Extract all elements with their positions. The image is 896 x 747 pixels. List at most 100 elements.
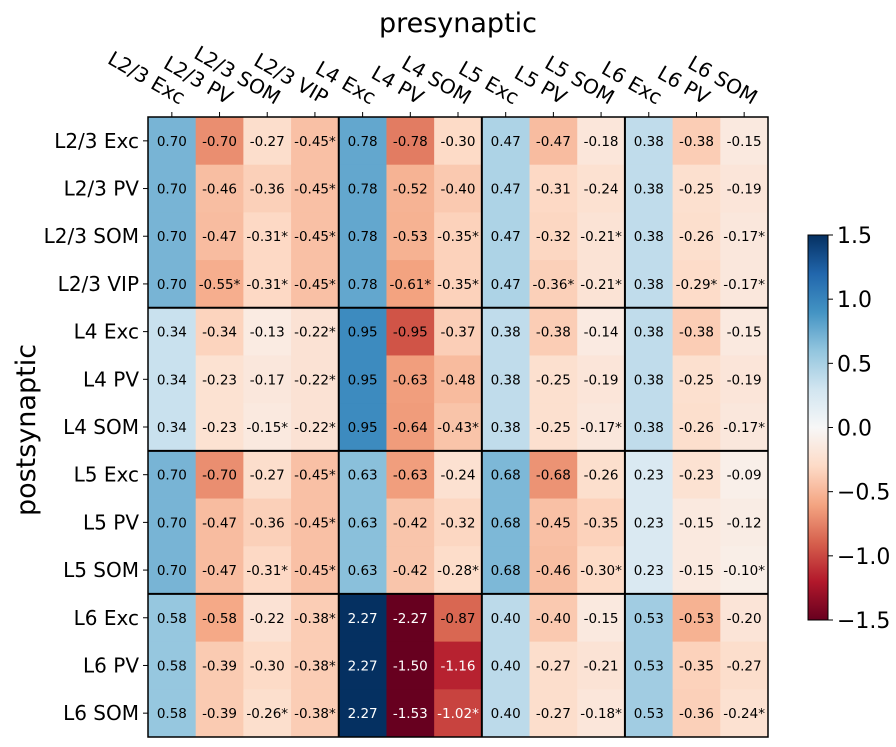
heatmap-cell xyxy=(577,355,626,404)
cell-value-label: -0.24 xyxy=(584,182,619,198)
heatmap-cell xyxy=(720,450,769,499)
heatmap-cell xyxy=(338,164,387,213)
heatmap-cell xyxy=(672,689,721,738)
heatmap-cell xyxy=(243,164,292,213)
heatmap-cell xyxy=(243,355,292,404)
cell-value-label: -0.48 xyxy=(441,372,476,388)
heatmap-cell xyxy=(291,641,340,690)
heatmap-cell xyxy=(481,355,530,404)
heatmap-cell xyxy=(291,403,340,452)
cell-value-label: 0.34 xyxy=(157,325,187,341)
colorbar-tick-label: −1.0 xyxy=(837,545,890,570)
cell-value-label: -0.43* xyxy=(437,420,479,436)
cell-value-label: -0.70 xyxy=(202,468,237,484)
cell-value-label: -0.63 xyxy=(393,372,428,388)
cell-value-label: 0.38 xyxy=(634,325,664,341)
cell-value-label: -0.15 xyxy=(727,325,762,341)
heatmap-cell xyxy=(148,546,197,595)
heatmap-cell xyxy=(338,498,387,547)
cell-value-label: -0.46 xyxy=(536,563,571,579)
heatmap-cell xyxy=(243,403,292,452)
cell-value-label: -0.17 xyxy=(250,372,285,388)
heatmap-cell xyxy=(243,450,292,499)
heatmap-cell xyxy=(624,689,674,738)
heatmap-cell xyxy=(672,641,721,690)
heatmap-cell xyxy=(195,450,244,499)
heatmap-cell xyxy=(148,498,197,547)
cell-value-label: -0.36 xyxy=(679,706,714,722)
heatmap-cell xyxy=(577,260,626,309)
heatmap-cell xyxy=(720,593,769,643)
y-tick-label: L5 Exc xyxy=(74,463,139,487)
cell-value-label: -0.21* xyxy=(580,229,622,245)
heatmap-cell xyxy=(624,260,674,309)
cell-value-label: -0.27 xyxy=(250,134,285,150)
heatmap-cell xyxy=(386,450,435,499)
cell-value-label: -0.37 xyxy=(441,325,476,341)
cell-value-label: 0.23 xyxy=(634,515,664,531)
cell-value-label: 0.78 xyxy=(348,229,378,245)
heatmap-cell xyxy=(481,117,530,166)
cell-value-label: 0.70 xyxy=(157,182,187,198)
cell-value-label: -0.22* xyxy=(294,372,336,388)
heatmap-cell xyxy=(243,498,292,547)
cell-value-label: -0.38 xyxy=(679,134,714,150)
cell-value-label: -0.40 xyxy=(441,182,476,198)
y-axis-ticks: L2/3 Exc L2/3 PV L2/3 SOM L2/3 VIP L4 Exc L4 … xyxy=(44,129,148,725)
cell-value-label: 0.38 xyxy=(634,277,664,293)
heatmap-cell xyxy=(529,212,578,261)
cell-value-label: 0.40 xyxy=(491,658,521,674)
cell-value-label: -0.25 xyxy=(536,420,571,436)
cell-value-label: 0.95 xyxy=(348,325,378,341)
heatmap-cell xyxy=(148,641,197,690)
cell-value-label: -0.15* xyxy=(246,420,288,436)
cell-value-label: -0.15 xyxy=(727,134,762,150)
cell-value-label: -0.31* xyxy=(246,229,288,245)
heatmap-cell xyxy=(672,498,721,547)
y-tick-label: L2/3 SOM xyxy=(44,224,139,248)
heatmap-cell xyxy=(338,546,387,595)
cell-value-label: -0.45* xyxy=(294,182,336,198)
cell-value-label: 0.58 xyxy=(157,706,187,722)
cell-value-label: -0.18* xyxy=(580,706,622,722)
cell-value-label: -0.27 xyxy=(250,468,285,484)
heatmap-cell xyxy=(243,593,292,643)
heatmap-cell xyxy=(720,546,769,595)
heatmap-cell xyxy=(529,307,578,356)
cell-value-label: -0.42 xyxy=(393,563,428,579)
cell-value-label: -0.17* xyxy=(723,420,765,436)
cell-value-label: -0.31* xyxy=(246,277,288,293)
cell-value-label: -0.52 xyxy=(393,182,428,198)
heatmap-cell xyxy=(720,641,769,690)
cell-value-label: -2.27 xyxy=(393,611,428,627)
heatmap-cell-labels: 0.70 -0.70 -0.27 -0.45* 0.78 -0.78 -0.30 0.47 -0… xyxy=(157,134,765,722)
cell-value-label: -0.21 xyxy=(584,658,619,674)
heatmap-cell xyxy=(148,307,197,356)
cell-value-label: -0.19 xyxy=(584,372,619,388)
heatmap-cell xyxy=(624,641,674,690)
cell-value-label: 0.23 xyxy=(634,468,664,484)
cell-value-label: -0.45* xyxy=(294,563,336,579)
cell-value-label: -0.35 xyxy=(584,515,619,531)
heatmap-cell xyxy=(624,593,674,643)
heatmap-cell xyxy=(148,260,197,309)
y-tick-label: L5 PV xyxy=(83,510,139,534)
heatmap-cell xyxy=(577,689,626,738)
heatmap-cell xyxy=(195,307,244,356)
heatmap-cell xyxy=(434,498,483,547)
heatmap-cell xyxy=(672,307,721,356)
cell-value-label: -0.40 xyxy=(536,611,571,627)
cell-value-label: -0.31* xyxy=(246,563,288,579)
heatmap-cell xyxy=(434,212,483,261)
cell-value-label: -0.30 xyxy=(250,658,285,674)
cell-value-label: 0.47 xyxy=(491,134,521,150)
heatmap-cells xyxy=(148,117,769,738)
colorbar-tick-label: 1.5 xyxy=(837,224,872,249)
heatmap-cell xyxy=(434,450,483,499)
cell-value-label: -0.47 xyxy=(536,134,571,150)
cell-value-label: 0.95 xyxy=(348,420,378,436)
cell-value-label: 0.47 xyxy=(491,229,521,245)
cell-value-label: 0.78 xyxy=(348,134,378,150)
cell-value-label: -0.12 xyxy=(727,515,762,531)
cell-value-label: 0.53 xyxy=(634,611,664,627)
